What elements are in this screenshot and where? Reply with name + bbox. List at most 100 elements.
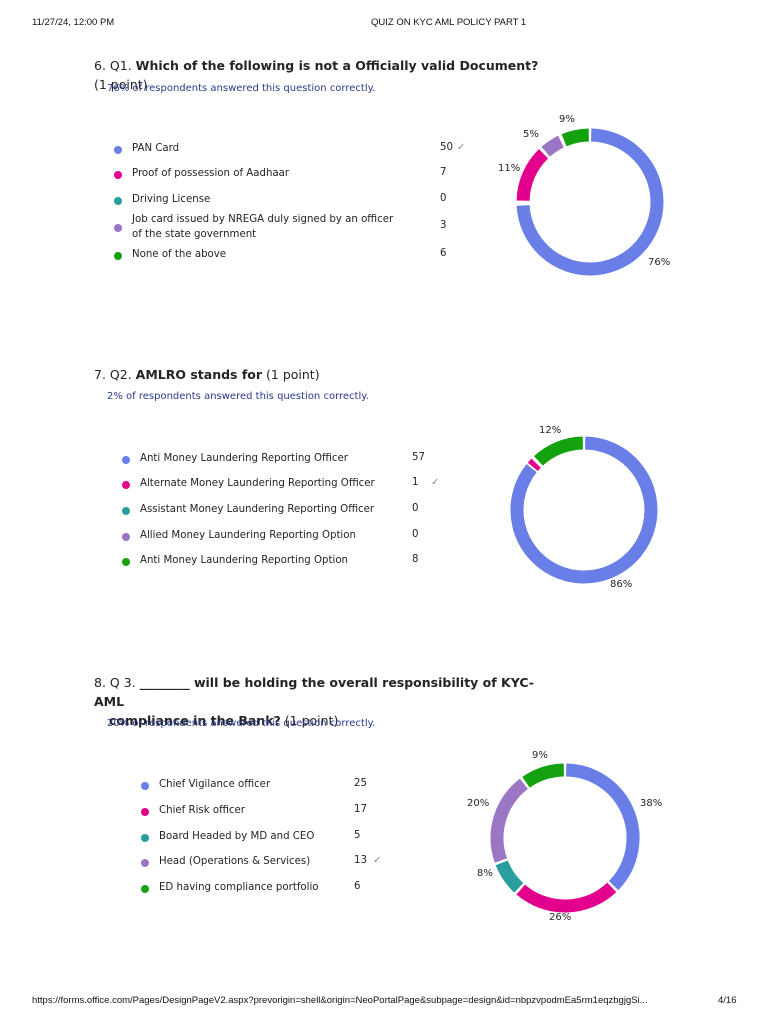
pct-label: 76% xyxy=(648,257,671,268)
segment-job-card xyxy=(541,135,564,157)
segment-anti-ml-officer xyxy=(510,436,658,584)
response-count: 6 xyxy=(440,248,447,259)
segment-ed-compliance xyxy=(522,763,565,788)
pct-label: 5% xyxy=(523,129,539,140)
pct-label: 11% xyxy=(498,163,521,174)
legend-dot-icon xyxy=(114,171,122,179)
correct-check-icon: ✓ xyxy=(457,142,466,153)
donut-chart xyxy=(514,128,666,276)
question-number: 7. Q2. xyxy=(94,367,132,382)
option-label: Board Headed by MD and CEO xyxy=(159,831,315,842)
print-datetime: 11/27/24, 12:00 PM xyxy=(32,17,115,28)
donut-chart-svg xyxy=(516,128,664,276)
pct-label: 20% xyxy=(467,798,490,809)
legend-dot-icon xyxy=(122,533,130,541)
correct-rate: 76% of respondents answered this questio… xyxy=(107,83,376,94)
question-points: (1 point) xyxy=(284,713,339,728)
segment-pan-card xyxy=(516,128,664,276)
donut-chart xyxy=(507,436,661,585)
donut-chart xyxy=(488,763,642,913)
legend-dot-icon xyxy=(122,558,130,566)
response-count: 17 xyxy=(354,804,367,815)
option-label: None of the above xyxy=(132,249,227,260)
donut-chart-svg xyxy=(490,763,640,913)
option-label: Job card issued by NREGA duly signed by … xyxy=(132,214,394,225)
response-count: 13 xyxy=(354,855,367,866)
segment-head-operations xyxy=(490,778,529,863)
question-title: 8. Q 3. ________ will be holding the ove… xyxy=(94,673,554,730)
response-count: 25 xyxy=(354,778,367,789)
pct-label: 38% xyxy=(640,798,663,809)
pct-label: 9% xyxy=(559,114,575,125)
legend-dot-icon xyxy=(122,456,130,464)
legend-dot-icon xyxy=(122,507,130,515)
question-text: ________ will be holding the overall res… xyxy=(94,675,534,709)
option-label: Assistant Money Laundering Reporting Off… xyxy=(140,504,375,515)
segment-chief-risk xyxy=(516,882,617,913)
question-title: 6. Q1. Which of the following is not a O… xyxy=(94,56,554,94)
option-label: Driving License xyxy=(132,194,211,205)
option-label-line2: of the state government xyxy=(132,229,257,240)
option-label: Anti Money Laundering Reporting Officer xyxy=(140,453,348,464)
donut-chart-svg xyxy=(510,436,658,584)
pct-label: 12% xyxy=(539,425,562,436)
question-points: (1 point) xyxy=(266,367,320,382)
legend-dot-icon xyxy=(114,146,122,154)
correct-check-icon: ✓ xyxy=(373,855,382,866)
correct-rate: 2% of respondents answered this question… xyxy=(107,391,369,402)
response-count: 3 xyxy=(440,220,447,231)
response-count: 57 xyxy=(412,452,425,463)
document-title: QUIZ ON KYC AML POLICY PART 1 xyxy=(371,17,527,28)
question-text: AMLRO stands for xyxy=(135,367,263,382)
option-label: Chief Vigilance officer xyxy=(159,779,271,790)
segment-board-md-ceo xyxy=(495,860,524,893)
pct-label: 8% xyxy=(477,868,493,879)
response-count: 0 xyxy=(412,503,419,514)
print-header: 11/27/24, 12:00 PM QUIZ ON KYC AML POLIC… xyxy=(0,17,768,31)
pct-label: 26% xyxy=(549,912,572,923)
segment-anti-ml-option xyxy=(533,436,584,466)
segment-alternate-ml-officer xyxy=(527,458,541,471)
response-count: 7 xyxy=(440,167,447,178)
legend-dot-icon xyxy=(141,859,149,867)
segment-proof-aadhaar xyxy=(516,149,549,201)
response-count: 50 xyxy=(440,142,453,153)
response-count: 8 xyxy=(412,554,419,565)
pct-label: 9% xyxy=(532,750,548,761)
page-url: https://forms.office.com/Pages/DesignPag… xyxy=(32,995,648,1006)
response-count: 1 xyxy=(412,477,419,488)
legend-dot-icon xyxy=(141,885,149,893)
option-label: Allied Money Laundering Reporting Option xyxy=(140,530,356,541)
response-count: 0 xyxy=(412,529,419,540)
question-text: Which of the following is not a Official… xyxy=(135,58,539,73)
pct-label: 86% xyxy=(610,579,633,590)
question-number: 6. Q1. xyxy=(94,58,132,73)
response-count: 5 xyxy=(354,830,361,841)
print-footer: https://forms.office.com/Pages/DesignPag… xyxy=(0,995,768,1009)
question-text-line2: compliance in the Bank? xyxy=(109,713,281,728)
page-indicator: 4/16 xyxy=(718,995,737,1006)
legend-dot-icon xyxy=(122,481,130,489)
response-count: 6 xyxy=(354,881,361,892)
option-label: Chief Risk officer xyxy=(159,805,245,816)
legend-dot-icon xyxy=(141,808,149,816)
option-label: Alternate Money Laundering Reporting Off… xyxy=(140,478,375,489)
legend-dot-icon xyxy=(114,224,122,232)
legend-dot-icon xyxy=(141,782,149,790)
option-label: Proof of possession of Aadhaar xyxy=(132,168,290,179)
option-label: PAN Card xyxy=(132,143,180,154)
legend-dot-icon xyxy=(114,197,122,205)
legend-dot-icon xyxy=(114,252,122,260)
segment-none-above xyxy=(561,128,590,147)
question-title: 7. Q2. AMLRO stands for (1 point) xyxy=(94,365,554,384)
correct-check-icon: ✓ xyxy=(431,477,440,488)
option-label: Head (Operations & Services) xyxy=(159,856,311,867)
segment-chief-vigilance xyxy=(565,763,640,891)
legend-dot-icon xyxy=(141,834,149,842)
option-label: Anti Money Laundering Reporting Option xyxy=(140,555,349,566)
question-points: (1 point) xyxy=(94,77,148,92)
question-number: 8. Q 3. xyxy=(94,675,136,690)
response-count: 0 xyxy=(440,193,447,204)
option-label: ED having compliance portfolio xyxy=(159,882,319,893)
correct-rate: 20% of respondents answered this questio… xyxy=(107,718,376,729)
